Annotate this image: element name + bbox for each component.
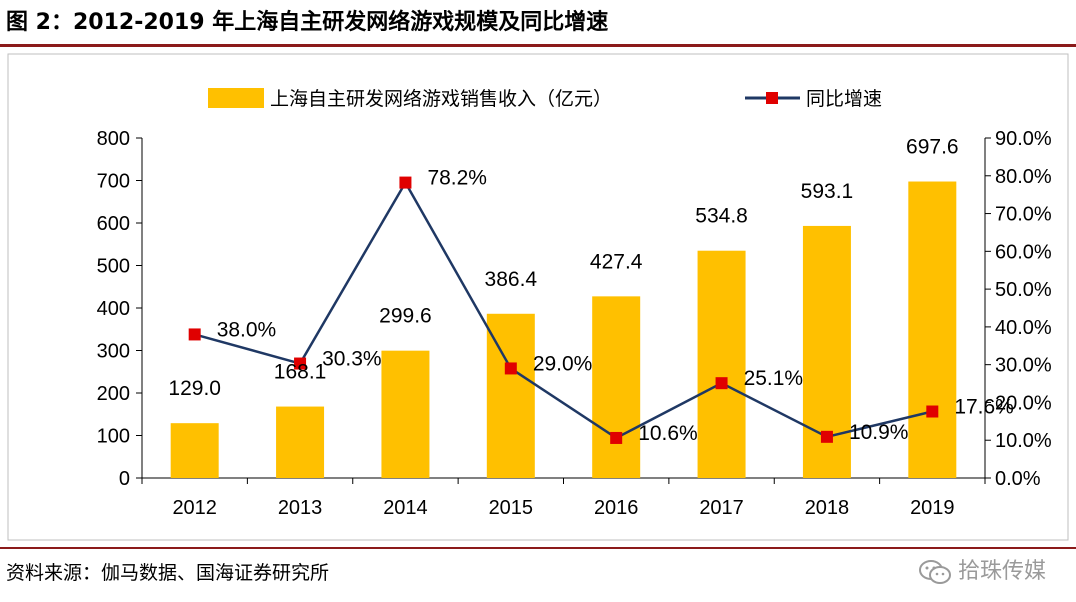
y-left-tick-label: 400 (97, 298, 130, 320)
growth-marker (926, 405, 939, 418)
x-tick-label: 2013 (278, 497, 323, 519)
y-right-tick-label: 10.0% (995, 430, 1052, 452)
growth-marker (399, 176, 412, 189)
bar-value-label: 534.8 (695, 205, 748, 228)
bar-series (170, 181, 957, 478)
growth-value-label: 17.6% (954, 396, 1014, 419)
x-tick-label: 2014 (383, 497, 428, 519)
chart: 上海自主研发网络游戏销售收入（亿元） 同比增速 0 100 200 300 400 500… (7, 53, 1069, 541)
y-left-tick-label: 600 (97, 213, 130, 235)
y-right-tick-label: 70.0% (995, 204, 1052, 226)
y-right-tick-label: 80.0% (995, 166, 1052, 188)
wechat-icon (918, 560, 951, 584)
figure-title: 图 2：2012-2019 年上海自主研发网络游戏规模及同比增速 (6, 10, 609, 35)
bar (908, 181, 957, 478)
bar (592, 296, 641, 478)
growth-line (194, 180, 933, 440)
growth-marker (188, 328, 201, 341)
bar-value-label: 427.4 (590, 250, 643, 273)
bar (170, 423, 219, 478)
bar-value-label: 129.0 (168, 377, 221, 400)
y-right-tick-label: 90.0% (995, 128, 1052, 150)
growth-marker (504, 362, 517, 375)
x-tick-label: 2015 (489, 497, 534, 519)
growth-marker (610, 431, 623, 444)
x-tick-label: 2019 (910, 497, 955, 519)
legend: 上海自主研发网络游戏销售收入（亿元） 同比增速 (208, 88, 882, 110)
growth-marker (715, 377, 728, 390)
x-tick-label: 2017 (699, 497, 744, 519)
growth-value-label: 25.1% (744, 367, 804, 390)
growth-value-label: 30.3% (322, 348, 382, 371)
plot-frame (7, 53, 1069, 541)
growth-value-label: 10.9% (849, 421, 909, 444)
bar-value-label: 386.4 (485, 268, 538, 291)
growth-value-label: 78.2% (427, 167, 487, 190)
bar (276, 406, 325, 478)
watermark: 拾珠传媒 (918, 555, 1046, 589)
data-labels: 129.0 168.1 299.6 386.4 427.4 534.8 593.1 697.6… (168, 136, 1013, 445)
legend-bar-swatch (208, 88, 264, 108)
growth-value-label: 29.0% (533, 352, 593, 375)
bar-value-label: 168.1 (274, 361, 327, 384)
y-right-tick-label: 20.0% (995, 392, 1052, 414)
y-right-tick-label: 60.0% (995, 241, 1052, 263)
watermark-text: 拾珠传媒 (957, 559, 1046, 584)
title-rule (0, 44, 1076, 47)
y-left-tick-label: 800 (97, 128, 130, 150)
y-left-tick-label: 500 (97, 256, 130, 278)
bar-value-label: 299.6 (379, 305, 432, 328)
growth-marker (294, 357, 307, 370)
bar-value-label: 697.6 (906, 136, 959, 159)
y-right-tick-label: 30.0% (995, 355, 1052, 377)
x-tick-label: 2016 (594, 497, 639, 519)
bar (697, 250, 746, 478)
bar (381, 350, 430, 478)
y-right-tick-label: 0.0% (995, 468, 1041, 490)
line-series (188, 176, 939, 444)
x-tick-label: 2018 (805, 497, 850, 519)
bar-value-label: 593.1 (801, 180, 854, 203)
growth-value-label: 38.0% (217, 318, 277, 341)
y-left-tick-label: 700 (97, 171, 130, 193)
legend-line-label: 同比增速 (806, 88, 882, 110)
y-left-tick-label: 300 (97, 341, 130, 363)
growth-value-label: 10.6% (638, 422, 698, 445)
y-left-tick-label: 0 (119, 468, 130, 490)
y-right-tick-label: 40.0% (995, 317, 1052, 339)
growth-marker (820, 430, 833, 443)
x-tick-label: 2012 (172, 497, 217, 519)
y-right-tick-label: 50.0% (995, 279, 1052, 301)
legend-bar-label: 上海自主研发网络游戏销售收入（亿元） (270, 88, 612, 110)
source-rule (0, 547, 1076, 549)
y-left-tick-label: 200 (97, 383, 130, 405)
y-left-tick-label: 100 (97, 426, 130, 448)
source-note: 资料来源：伽马数据、国海证券研究所 (6, 562, 330, 584)
legend-line-marker (766, 92, 778, 104)
